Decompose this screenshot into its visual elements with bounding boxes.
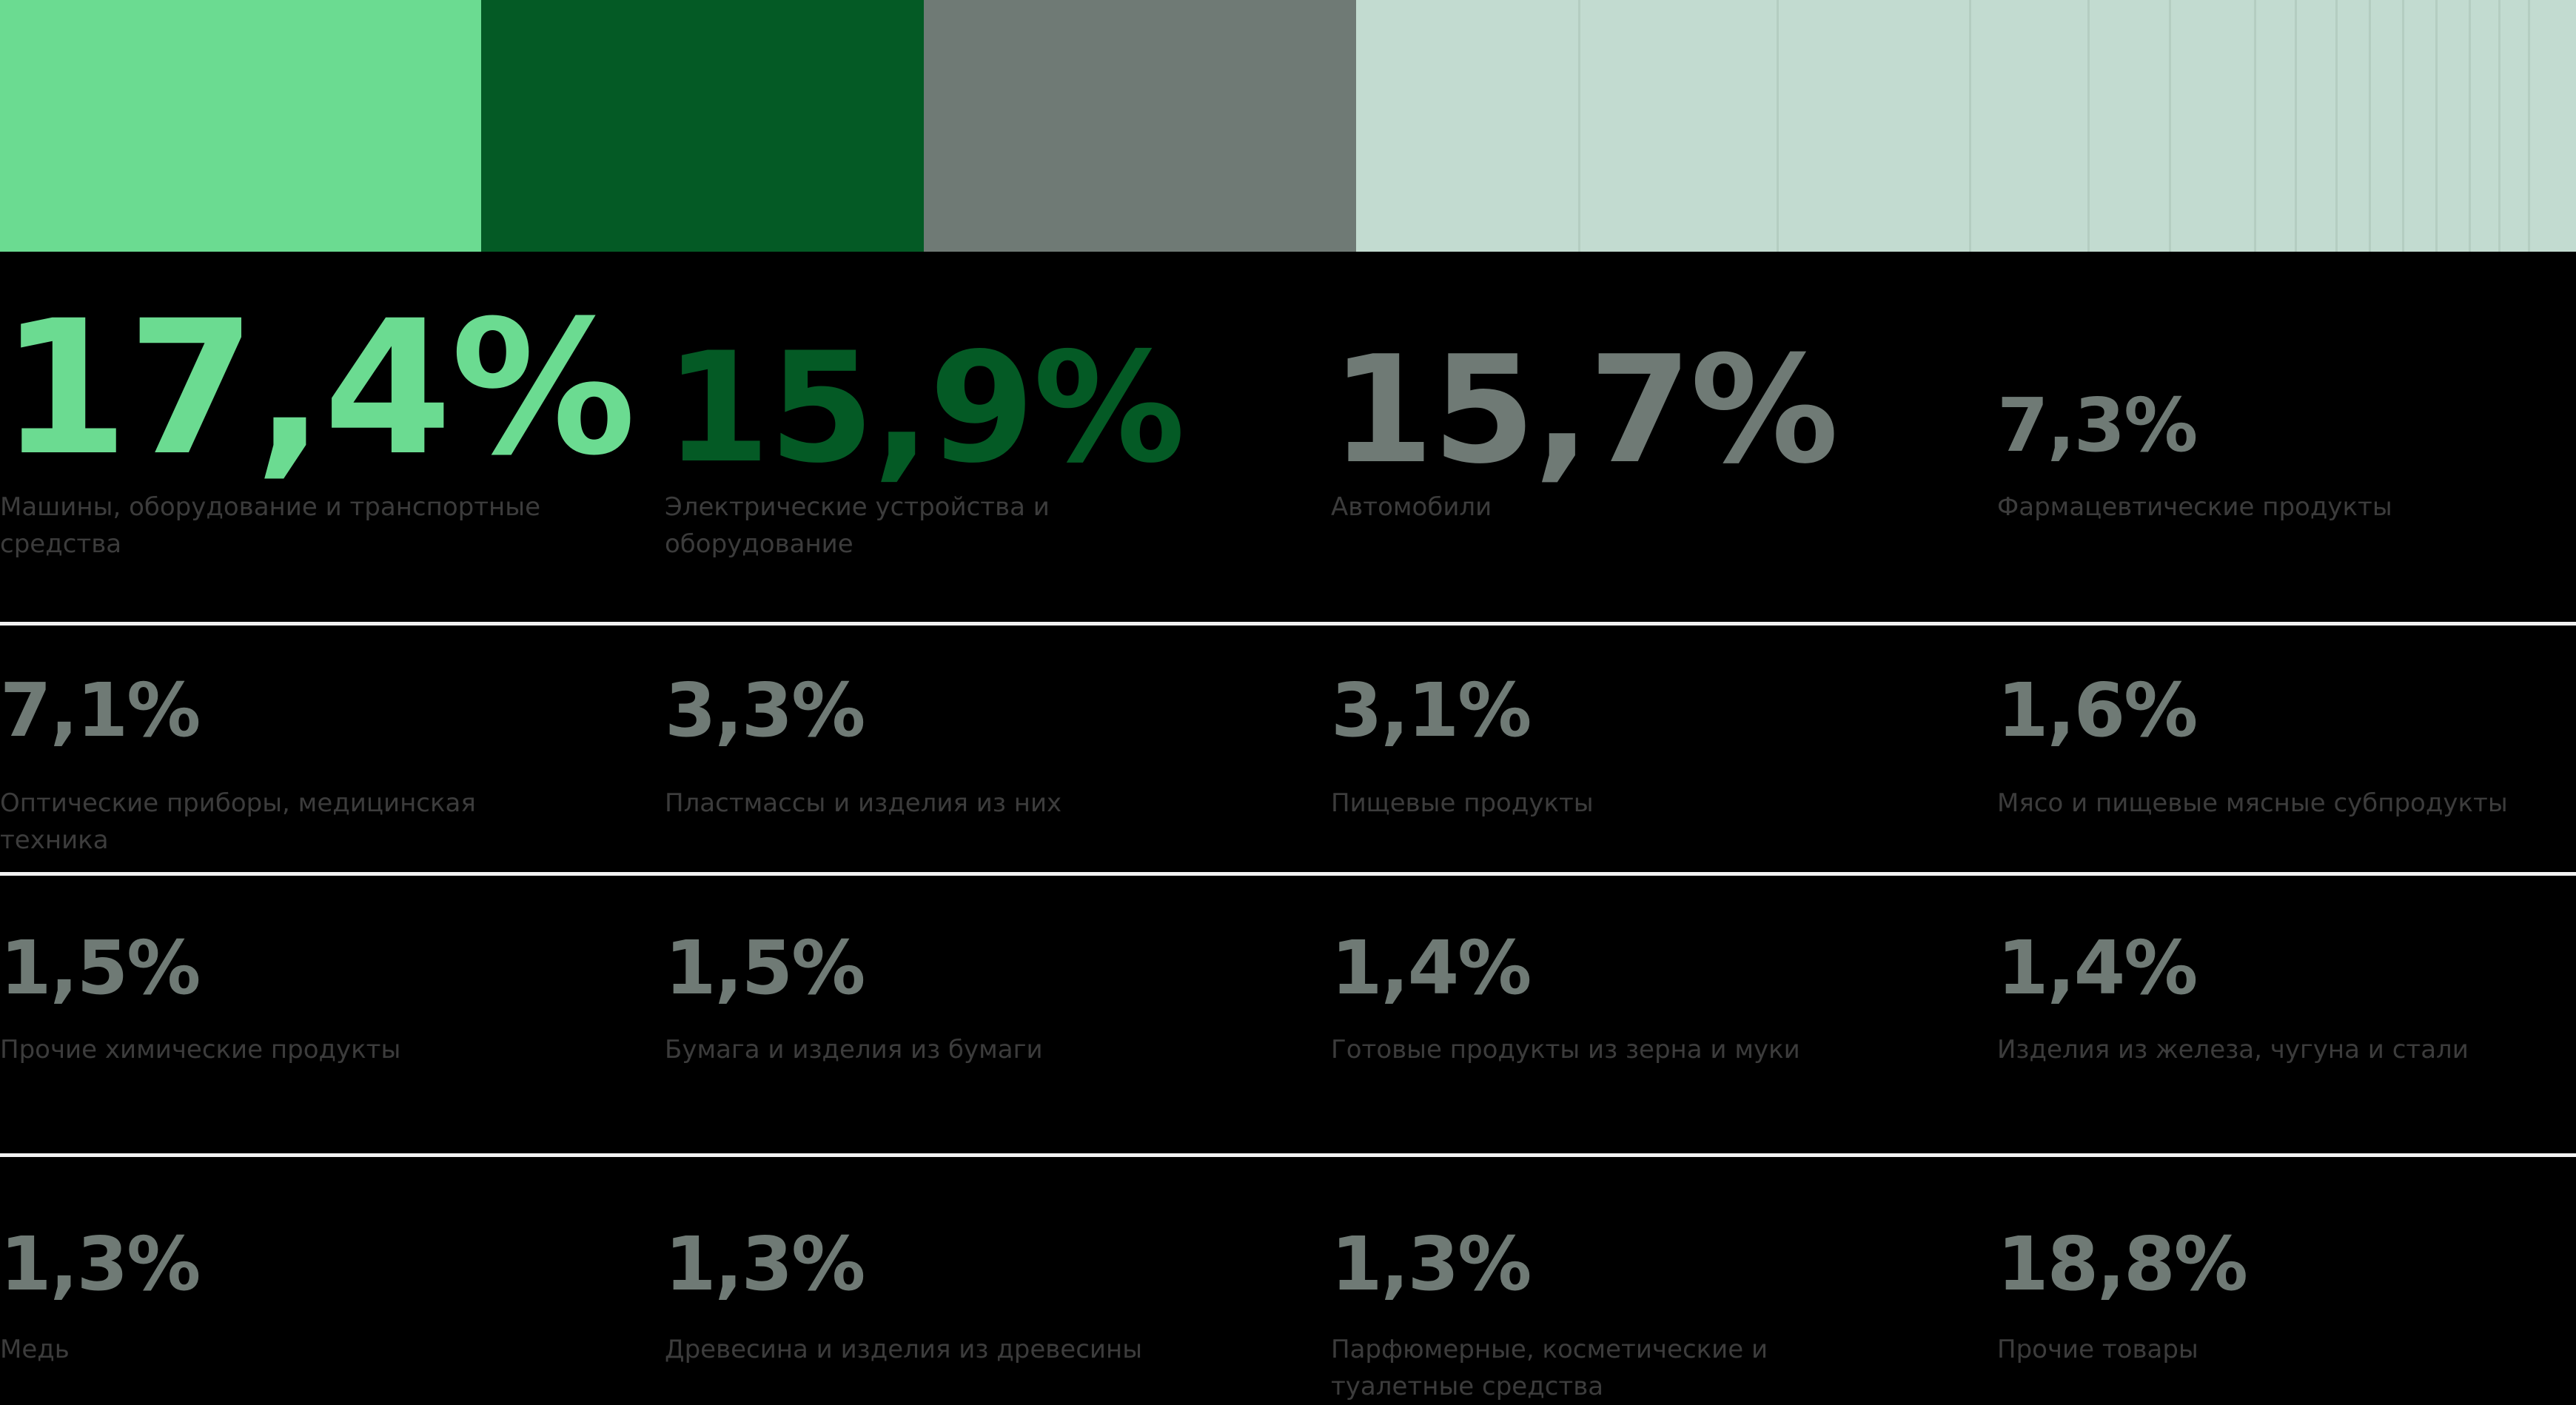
grid-cell: 7,3% Фармацевтические продукты <box>1997 252 2576 622</box>
category-label: Готовые продукты из зерна и муки <box>1331 1035 1800 1064</box>
bar-segment-divider <box>2295 0 2297 252</box>
row-divider <box>0 622 2576 626</box>
value-label: 1,6% <box>1997 667 2198 754</box>
grid-cell: 1,5% Прочие химические продукты <box>0 876 659 1153</box>
bar-segment-3 <box>924 0 1356 252</box>
value-label: 17,4% <box>0 281 636 496</box>
bar-segment-divider <box>2498 0 2500 252</box>
value-label: 7,3% <box>1997 382 2198 469</box>
category-label: Пластмассы и изделия из них <box>665 788 1062 818</box>
category-label: Машины, оборудование и транспортные сред… <box>0 492 541 559</box>
row-divider <box>0 872 2576 876</box>
category-label: Древесина и изделия из древесины <box>665 1335 1143 1364</box>
category-label: Оптические приборы, медицинская техника <box>0 788 476 855</box>
bar-segment-divider <box>1777 0 1779 252</box>
bar-segment-2 <box>481 0 924 252</box>
stacked-share-bar <box>0 0 2576 252</box>
category-label: Прочие химические продукты <box>0 1035 401 1064</box>
category-label: Мясо и пищевые мясные субпродукты <box>1997 788 2508 818</box>
grid-cell: 1,3% Парфюмерные, косметические и туалет… <box>1331 1157 1990 1402</box>
grid-cell: 7,1% Оптические приборы, медицинская тех… <box>0 626 659 872</box>
category-label: Пищевые продукты <box>1331 788 1594 818</box>
value-label: 1,3% <box>0 1221 201 1307</box>
grid-cell: 18,8% Прочие товары <box>1997 1157 2576 1393</box>
category-label: Изделия из железа, чугуна и стали <box>1997 1035 2469 1064</box>
bar-segment-divider <box>2369 0 2371 252</box>
grid-cell: 1,5% Бумага и изделия из бумаги <box>665 876 1324 1153</box>
bar-segment-divider <box>2087 0 2090 252</box>
grid-row-1: 17,4% Машины, оборудование и транспортны… <box>0 252 2576 622</box>
value-label: 1,3% <box>665 1221 865 1307</box>
value-label: 7,1% <box>0 667 201 754</box>
grid-cell: 15,7% Автомобили <box>1331 252 1990 622</box>
value-label: 15,7% <box>1331 324 1839 497</box>
bar-segment-divider <box>1969 0 1971 252</box>
value-grid: 17,4% Машины, оборудование и транспортны… <box>0 252 2576 1402</box>
value-label: 1,3% <box>1331 1221 1532 1307</box>
bar-segment-1 <box>0 0 481 252</box>
value-label: 1,5% <box>0 925 201 1011</box>
bar-segment-divider <box>2254 0 2256 252</box>
row-divider <box>0 1153 2576 1157</box>
value-label: 3,3% <box>665 667 865 754</box>
bar-segment-rest <box>1356 0 2576 252</box>
bar-segment-divider <box>2528 0 2530 252</box>
grid-cell: 1,3% Древесина и изделия из древесины <box>665 1157 1324 1393</box>
category-label: Автомобили <box>1331 492 1492 522</box>
grid-cell: 1,6% Мясо и пищевые мясные субпродукты <box>1997 626 2576 872</box>
value-label: 1,4% <box>1997 925 2198 1011</box>
value-label: 18,8% <box>1997 1221 2248 1307</box>
grid-row-4: 1,3% Медь 1,3% Древесина и изделия из др… <box>0 1157 2576 1402</box>
value-label: 3,1% <box>1331 667 1532 754</box>
grid-row-3: 1,5% Прочие химические продукты 1,5% Бум… <box>0 876 2576 1153</box>
grid-cell: 3,3% Пластмассы и изделия из них <box>665 626 1324 872</box>
category-label: Медь <box>0 1335 70 1364</box>
bar-segment-divider <box>2435 0 2438 252</box>
value-label: 1,4% <box>1331 925 1532 1011</box>
category-label: Парфюмерные, косметические и туалетные с… <box>1331 1335 1768 1401</box>
bar-segment-divider <box>2469 0 2471 252</box>
bar-segment-divider <box>2402 0 2404 252</box>
category-label: Фармацевтические продукты <box>1997 492 2392 522</box>
value-label: 1,5% <box>665 925 865 1011</box>
grid-row-2: 7,1% Оптические приборы, медицинская тех… <box>0 626 2576 872</box>
grid-cell: 1,4% Изделия из железа, чугуна и стали <box>1997 876 2576 1153</box>
category-label: Прочие товары <box>1997 1335 2198 1364</box>
bar-segment-divider <box>2169 0 2171 252</box>
grid-cell: 15,9% Электрические устройства и оборудо… <box>665 252 1324 622</box>
value-label: 15,9% <box>665 321 1185 497</box>
grid-cell: 3,1% Пищевые продукты <box>1331 626 1990 872</box>
grid-cell: 1,4% Готовые продукты из зерна и муки <box>1331 876 1990 1153</box>
grid-cell: 17,4% Машины, оборудование и транспортны… <box>0 252 659 622</box>
grid-cell: 1,3% Медь <box>0 1157 659 1393</box>
bar-segment-divider <box>1578 0 1580 252</box>
bar-segment-divider <box>2335 0 2338 252</box>
category-label: Бумага и изделия из бумаги <box>665 1035 1043 1064</box>
category-label: Электрические устройства и оборудование <box>665 492 1050 559</box>
